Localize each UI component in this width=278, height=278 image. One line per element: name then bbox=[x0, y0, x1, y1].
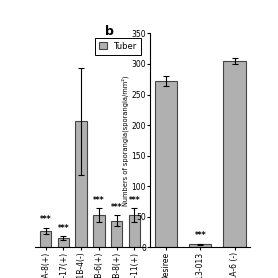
Bar bbox=[189, 244, 211, 247]
Text: ***: *** bbox=[111, 203, 122, 212]
Bar bbox=[58, 238, 69, 247]
Text: b: b bbox=[105, 25, 114, 38]
Text: ***: *** bbox=[128, 196, 140, 205]
Bar bbox=[128, 215, 140, 247]
Text: ***: *** bbox=[93, 196, 105, 205]
Bar bbox=[93, 215, 105, 247]
Bar bbox=[224, 61, 246, 247]
Bar bbox=[111, 221, 122, 247]
Bar bbox=[75, 121, 87, 247]
Legend: Tuber: Tuber bbox=[95, 38, 141, 55]
Y-axis label: Numbers of sporangia(sporangia/mm²): Numbers of sporangia(sporangia/mm²) bbox=[121, 75, 129, 206]
Text: ***: *** bbox=[40, 215, 51, 225]
Bar bbox=[40, 231, 51, 247]
Text: ***: *** bbox=[58, 224, 69, 233]
Text: *: * bbox=[251, 228, 255, 237]
Text: ***: *** bbox=[195, 231, 206, 240]
Bar bbox=[155, 81, 177, 247]
